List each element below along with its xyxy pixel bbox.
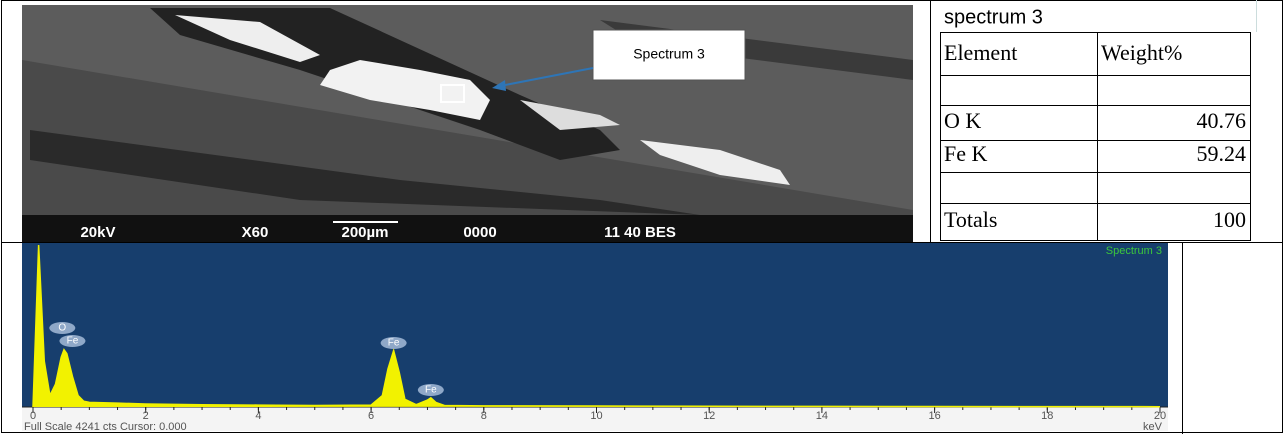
table-cell: O K (944, 108, 981, 133)
peak-label: O (58, 323, 66, 334)
callout-label: Spectrum 3 (633, 46, 705, 62)
sem-info: 0000 (463, 224, 496, 241)
peak-label: Fe (425, 385, 437, 396)
table-cell: Fe K (944, 141, 988, 166)
spectrum-title: Spectrum 3 (1106, 245, 1162, 257)
sem-info: X60 (242, 224, 269, 241)
plot-area (22, 243, 1168, 407)
table-header: Element (944, 40, 1017, 65)
table-title: spectrum 3 (944, 6, 1043, 28)
table-header: Weight% (1101, 40, 1182, 65)
x-tick-label: 4 (255, 410, 261, 422)
sem-info: 11 40 BES (604, 224, 676, 241)
x-tick-label: 12 (703, 410, 715, 422)
x-tick-label: 18 (1041, 410, 1053, 422)
x-tick-label: 16 (928, 410, 940, 422)
sem-info: 200µm (341, 224, 388, 241)
table-cell: 100 (1213, 207, 1246, 232)
x-axis-label: keV (1143, 421, 1163, 433)
peak-label: Fe (67, 336, 79, 347)
x-tick-label: 14 (816, 410, 828, 422)
peak-label: Fe (388, 338, 400, 349)
x-tick-label: 10 (590, 410, 602, 422)
x-tick-label: 6 (368, 410, 374, 422)
spectrum-footer: Full Scale 4241 cts Cursor: 0.000 (24, 421, 187, 433)
sem-image (22, 5, 913, 242)
x-tick-label: 20 (1154, 410, 1166, 422)
x-tick-label: 2 (143, 410, 149, 422)
table-cell: Totals (944, 207, 997, 232)
table-cell: 59.24 (1197, 141, 1247, 166)
figure: Spectrum 3 20kV X60 200µm 0000 11 40 BES spe… (0, 0, 1285, 434)
x-tick-label: 0 (30, 410, 36, 422)
x-tick-label: 8 (481, 410, 487, 422)
sem-info: 20kV (80, 224, 115, 241)
table-cell: 40.76 (1197, 108, 1247, 133)
